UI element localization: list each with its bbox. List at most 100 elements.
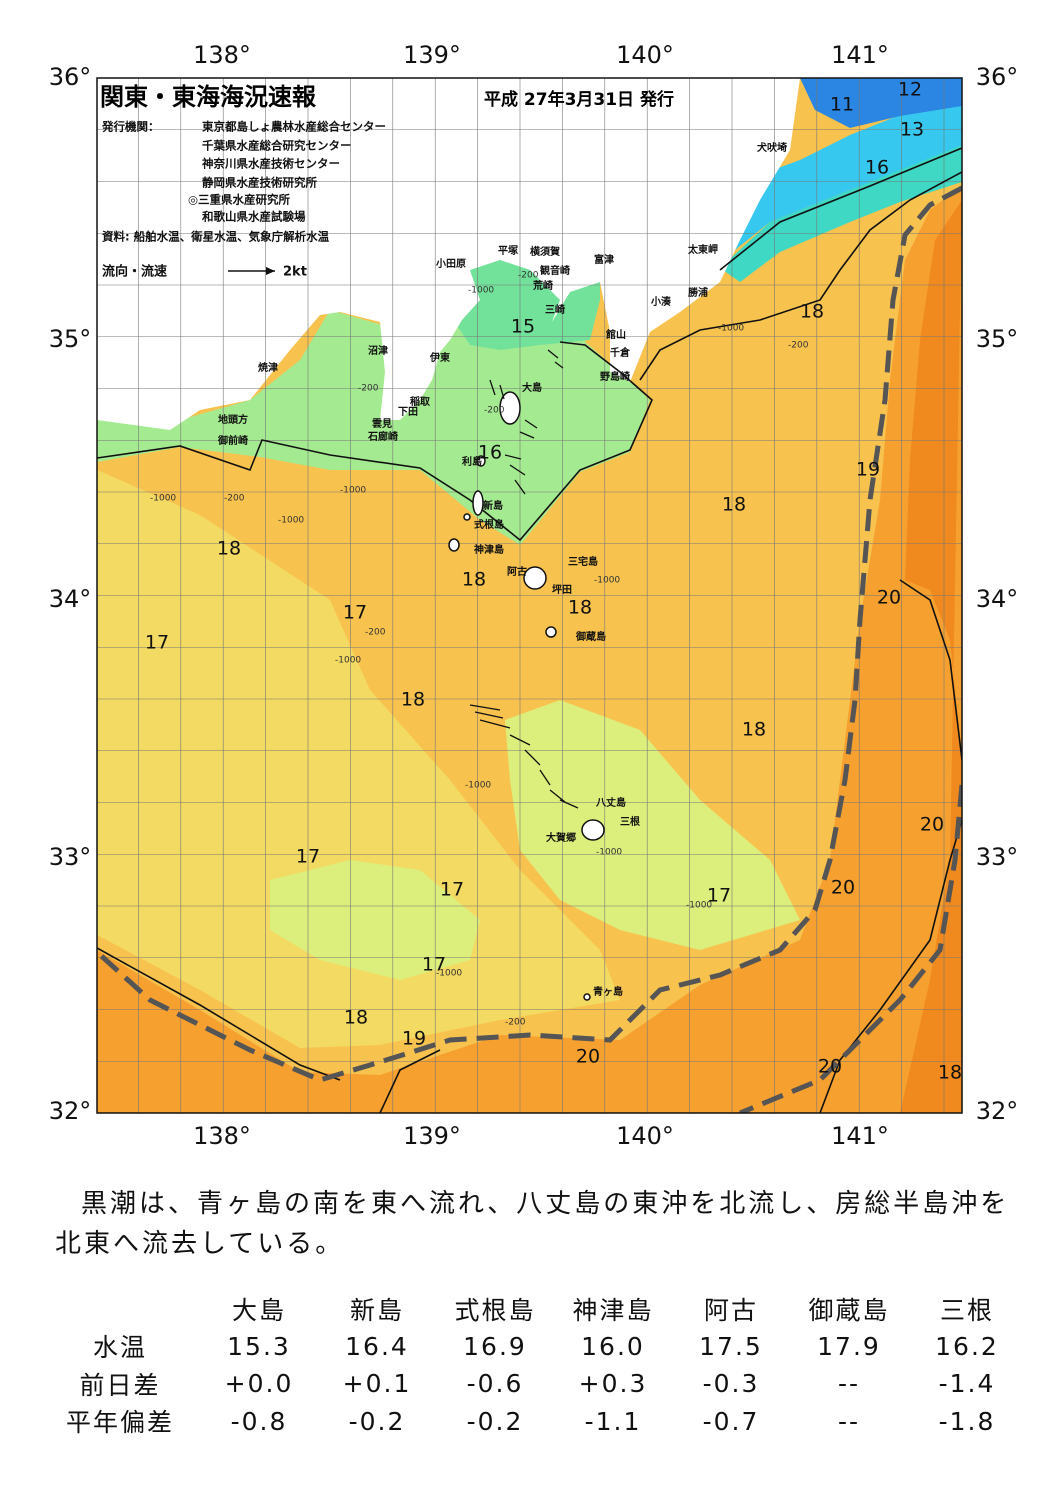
place-name: 伊東 [429, 351, 450, 364]
place-name: 犬吠埼 [757, 141, 787, 154]
current-vector [524, 749, 541, 766]
island [472, 490, 484, 516]
isotherm-label: 11 [830, 94, 854, 116]
cell: -0.3 [702, 1369, 760, 1399]
isotherm-label: 18 [217, 538, 241, 560]
depth-label: -1000 [594, 576, 620, 586]
grid [97, 78, 962, 1113]
depth-label: -200 [224, 494, 245, 504]
table-header: 大島 新島 式根島 神津島 阿古 御蔵島 三根 [40, 1290, 1026, 1328]
depth-label: -1000 [150, 494, 176, 504]
lat-label-left: 33° [49, 843, 92, 871]
sea-16-17 [505, 700, 800, 950]
cell: 16.2 [935, 1331, 999, 1361]
lat-label-right: 36° [976, 63, 1019, 91]
isotherm-label: 20 [576, 1046, 600, 1068]
place-name: 雲見 [372, 418, 392, 430]
current-vector [509, 464, 526, 476]
depth-label: -200 [788, 341, 809, 351]
place-name: 坪田 [552, 583, 572, 596]
island [448, 538, 460, 552]
column-header: 神津島 [572, 1295, 654, 1325]
cell: -- [837, 1369, 861, 1399]
isotherm [639, 171, 962, 381]
place-name: 石廊崎 [367, 430, 398, 443]
isotherm-label: 18 [938, 1062, 962, 1084]
place-name: 御蔵島 [575, 630, 606, 643]
place-name: 千倉 [610, 346, 631, 359]
island [581, 819, 605, 841]
cell: -1.1 [584, 1406, 642, 1436]
place-name: 焼津 [258, 361, 278, 374]
contours [97, 147, 962, 1113]
cell: 17.9 [817, 1331, 881, 1361]
lon-label-top: 139° [403, 41, 461, 69]
cell: 16.9 [463, 1331, 527, 1361]
island [499, 391, 521, 425]
place-name: 荒崎 [532, 279, 553, 292]
depth-label: -200 [518, 271, 539, 281]
depth-label: -1000 [686, 901, 712, 911]
cell: +0.1 [342, 1369, 412, 1399]
cell: -1.4 [938, 1369, 996, 1399]
column-header: 大島 [231, 1295, 286, 1325]
current-vector [514, 479, 526, 495]
isotherm-label: 17 [440, 879, 464, 901]
place-name: 稲取 [410, 395, 431, 408]
issuer-label: 発行機関： [101, 120, 160, 134]
kuroshio-axis [739, 784, 962, 1113]
place-name: 式根島 [474, 518, 504, 531]
current-vector [519, 431, 535, 439]
corner [40, 1290, 200, 1328]
row-label: 水温 [92, 1333, 147, 1363]
islands [448, 391, 605, 1001]
isotherm-label: 17 [343, 602, 367, 624]
current-vector [547, 349, 559, 359]
cell: -- [837, 1406, 861, 1436]
legend-arrow-head [266, 267, 275, 275]
place-name: 野島崎 [600, 370, 630, 383]
place-name: 八丈島 [595, 796, 626, 809]
isotherm-label: 17 [296, 846, 320, 868]
current-vector [539, 769, 551, 786]
cell: 17.5 [699, 1331, 763, 1361]
island [545, 626, 557, 638]
sea-11 [800, 78, 962, 128]
row-label: 前日差 [79, 1370, 161, 1400]
place-name: 観音崎 [540, 264, 570, 277]
isotherm-label: 17 [422, 954, 446, 976]
isotherm-label: 18 [568, 597, 592, 619]
place-name: 館山 [605, 328, 626, 341]
depth-label: -200 [505, 1018, 526, 1028]
sea-17 [97, 470, 620, 1048]
isotherm-label: 20 [831, 877, 855, 899]
depth-label: -1000 [436, 969, 462, 979]
isotherm-label: 16 [865, 157, 889, 179]
isotherm-label: 18 [742, 719, 766, 741]
isotherm-label: 12 [898, 79, 922, 101]
current-vector [554, 361, 564, 369]
depth-label: -1000 [468, 286, 494, 296]
isotherm-label: 20 [877, 587, 901, 609]
isotherm-label: 16 [478, 442, 502, 464]
isotherm [97, 947, 341, 1081]
issuer: ◎三重県水産研究所 [188, 193, 291, 207]
lat-label-left: 32° [49, 1097, 92, 1125]
current-vector [489, 379, 496, 396]
lat-label-right: 32° [976, 1097, 1019, 1125]
isotherm-label: 18 [800, 301, 824, 323]
place-name: 新島 [483, 499, 503, 512]
isotherm-label: 18 [462, 569, 486, 591]
legend-label: 流向・流速 [102, 264, 167, 280]
current-vector [549, 789, 566, 803]
place-name: 下田 [398, 406, 418, 418]
current-vector [504, 454, 522, 460]
depth-label: -1000 [340, 486, 366, 496]
lon-label-top: 141° [831, 41, 889, 69]
place-name: 阿古 [507, 565, 527, 578]
place-name: 地頭方 [218, 413, 248, 426]
issuer: 神奈川県水産技術センター [202, 157, 340, 171]
isotherm [899, 579, 962, 761]
place-name: 小田原 [435, 257, 466, 270]
